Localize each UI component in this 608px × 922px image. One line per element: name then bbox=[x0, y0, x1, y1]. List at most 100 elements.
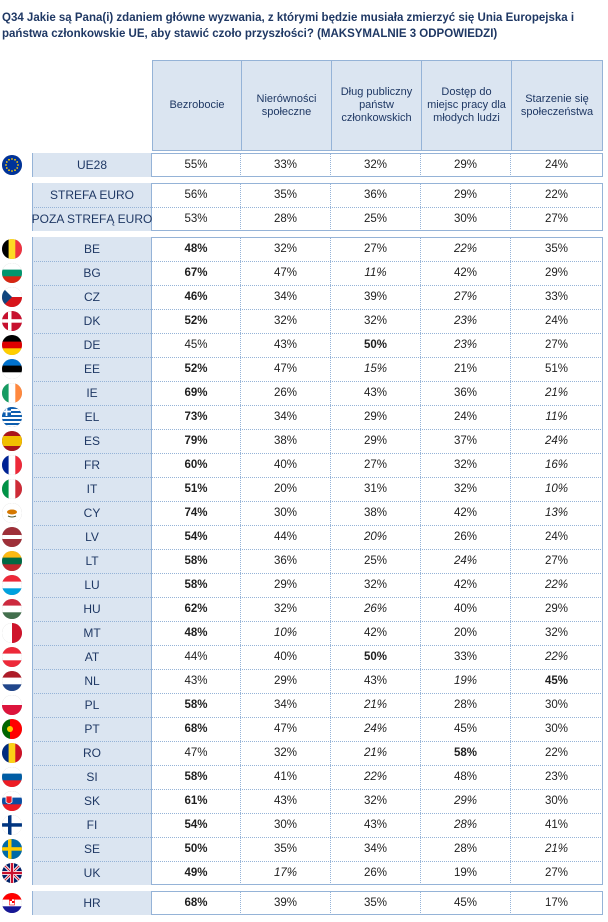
cell-lu-col4: 42% bbox=[421, 573, 511, 597]
flag-de-icon bbox=[2, 335, 22, 355]
table-row-be: BE 48% 32% 27% 22% 35% bbox=[0, 237, 608, 261]
flag-sk-icon bbox=[2, 791, 22, 811]
cell-cz-col3: 39% bbox=[331, 285, 421, 309]
row-label: PT bbox=[32, 717, 152, 741]
row-label: SK bbox=[32, 789, 152, 813]
cell-el-col2: 34% bbox=[241, 405, 331, 429]
cell-lt-col4: 24% bbox=[421, 549, 511, 573]
table-row-dk: DK 52% 32% 32% 23% 24% bbox=[0, 309, 608, 333]
cell-poza-stref-euro-col5: 27% bbox=[511, 207, 603, 231]
cell-mt-col5: 32% bbox=[511, 621, 603, 645]
flag-el-icon bbox=[2, 407, 22, 427]
table-row-pt: PT 68% 47% 24% 45% 30% bbox=[0, 717, 608, 741]
cell-bg-col5: 29% bbox=[511, 261, 603, 285]
cell-ro-col1: 47% bbox=[152, 741, 241, 765]
row-label: MT bbox=[32, 621, 152, 645]
flag-hu-icon bbox=[2, 599, 22, 619]
row-label: SI bbox=[32, 765, 152, 789]
cell-de-col3: 50% bbox=[331, 333, 421, 357]
cell-uk-col4: 19% bbox=[421, 861, 511, 885]
cell-at-col5: 22% bbox=[511, 645, 603, 669]
row-separator bbox=[32, 837, 603, 838]
flag-pl-icon bbox=[2, 695, 22, 715]
flag-cy-icon bbox=[2, 503, 22, 523]
cell-fr-col5: 16% bbox=[511, 453, 603, 477]
cell-pt-col3: 24% bbox=[331, 717, 421, 741]
flag-nl-icon bbox=[2, 671, 22, 691]
col-header-3: Dług publiczny państw członkowskich bbox=[331, 60, 422, 151]
cell-pl-col3: 21% bbox=[331, 693, 421, 717]
cell-fi-col1: 54% bbox=[152, 813, 241, 837]
cell-uk-col2: 17% bbox=[241, 861, 331, 885]
cell-pt-col5: 30% bbox=[511, 717, 603, 741]
table-row-hu: HU 62% 32% 26% 40% 29% bbox=[0, 597, 608, 621]
cell-at-col1: 44% bbox=[152, 645, 241, 669]
cell-ue28-col3: 32% bbox=[331, 153, 421, 177]
flag-se-icon bbox=[2, 839, 22, 859]
cell-be-col3: 27% bbox=[331, 237, 421, 261]
cell-cy-col5: 13% bbox=[511, 501, 603, 525]
cell-nl-col4: 19% bbox=[421, 669, 511, 693]
flag-ro-icon bbox=[2, 743, 22, 763]
cell-ue28-col4: 29% bbox=[421, 153, 511, 177]
row-separator bbox=[32, 549, 603, 550]
table-row-lt: LT 58% 36% 25% 24% 27% bbox=[0, 549, 608, 573]
col-header-1: Bezrobocie bbox=[152, 60, 242, 151]
cell-se-col3: 34% bbox=[331, 837, 421, 861]
cell-ee-col5: 51% bbox=[511, 357, 603, 381]
row-label: SE bbox=[32, 837, 152, 861]
cell-fr-col4: 32% bbox=[421, 453, 511, 477]
flag-at-icon bbox=[2, 647, 22, 667]
flag-mt-icon bbox=[2, 623, 22, 643]
cell-fi-col2: 30% bbox=[241, 813, 331, 837]
row-separator bbox=[32, 741, 603, 742]
table-row-ie: IE 69% 26% 43% 36% 21% bbox=[0, 381, 608, 405]
cell-cz-col1: 46% bbox=[152, 285, 241, 309]
row-label: HU bbox=[32, 597, 152, 621]
flag-es-icon bbox=[2, 431, 22, 451]
flag-hr-icon bbox=[2, 893, 22, 913]
cell-it-col1: 51% bbox=[152, 477, 241, 501]
row-label: BG bbox=[32, 261, 152, 285]
cell-mt-col1: 48% bbox=[152, 621, 241, 645]
cell-lu-col2: 29% bbox=[241, 573, 331, 597]
cell-uk-col3: 26% bbox=[331, 861, 421, 885]
cell-strefa-euro-col1: 56% bbox=[152, 183, 241, 207]
cell-it-col5: 10% bbox=[511, 477, 603, 501]
cell-se-col2: 35% bbox=[241, 837, 331, 861]
col-header-2: Nierówności społeczne bbox=[241, 60, 332, 151]
table-row-cy: CY 74% 30% 38% 42% 13% bbox=[0, 501, 608, 525]
cell-it-col3: 31% bbox=[331, 477, 421, 501]
flag-be-icon bbox=[2, 239, 22, 259]
cell-nl-col3: 43% bbox=[331, 669, 421, 693]
row-label: RO bbox=[32, 741, 152, 765]
cell-sk-col2: 43% bbox=[241, 789, 331, 813]
cell-ro-col5: 22% bbox=[511, 741, 603, 765]
row-separator bbox=[32, 261, 603, 262]
cell-it-col2: 20% bbox=[241, 477, 331, 501]
cell-ro-col3: 21% bbox=[331, 741, 421, 765]
cell-dk-col4: 23% bbox=[421, 309, 511, 333]
flag-bg-icon bbox=[2, 263, 22, 283]
row-label: IT bbox=[32, 477, 152, 501]
cell-dk-col1: 52% bbox=[152, 309, 241, 333]
row-label: IE bbox=[32, 381, 152, 405]
row-separator bbox=[32, 717, 603, 718]
cell-lv-col2: 44% bbox=[241, 525, 331, 549]
cell-at-col2: 40% bbox=[241, 645, 331, 669]
table-row-sk: SK 61% 43% 32% 29% 30% bbox=[0, 789, 608, 813]
cell-ue28-col1: 55% bbox=[152, 153, 241, 177]
row-label: POZA STREFĄ EURO bbox=[32, 207, 152, 231]
cell-fr-col1: 60% bbox=[152, 453, 241, 477]
cell-dk-col5: 24% bbox=[511, 309, 603, 333]
cell-ie-col2: 26% bbox=[241, 381, 331, 405]
cell-pl-col1: 58% bbox=[152, 693, 241, 717]
cell-dk-col3: 32% bbox=[331, 309, 421, 333]
cell-strefa-euro-col4: 29% bbox=[421, 183, 511, 207]
cell-bg-col4: 42% bbox=[421, 261, 511, 285]
row-label: FI bbox=[32, 813, 152, 837]
row-label: HR bbox=[32, 891, 152, 915]
cell-si-col5: 23% bbox=[511, 765, 603, 789]
cell-es-col4: 37% bbox=[421, 429, 511, 453]
cell-ie-col5: 21% bbox=[511, 381, 603, 405]
